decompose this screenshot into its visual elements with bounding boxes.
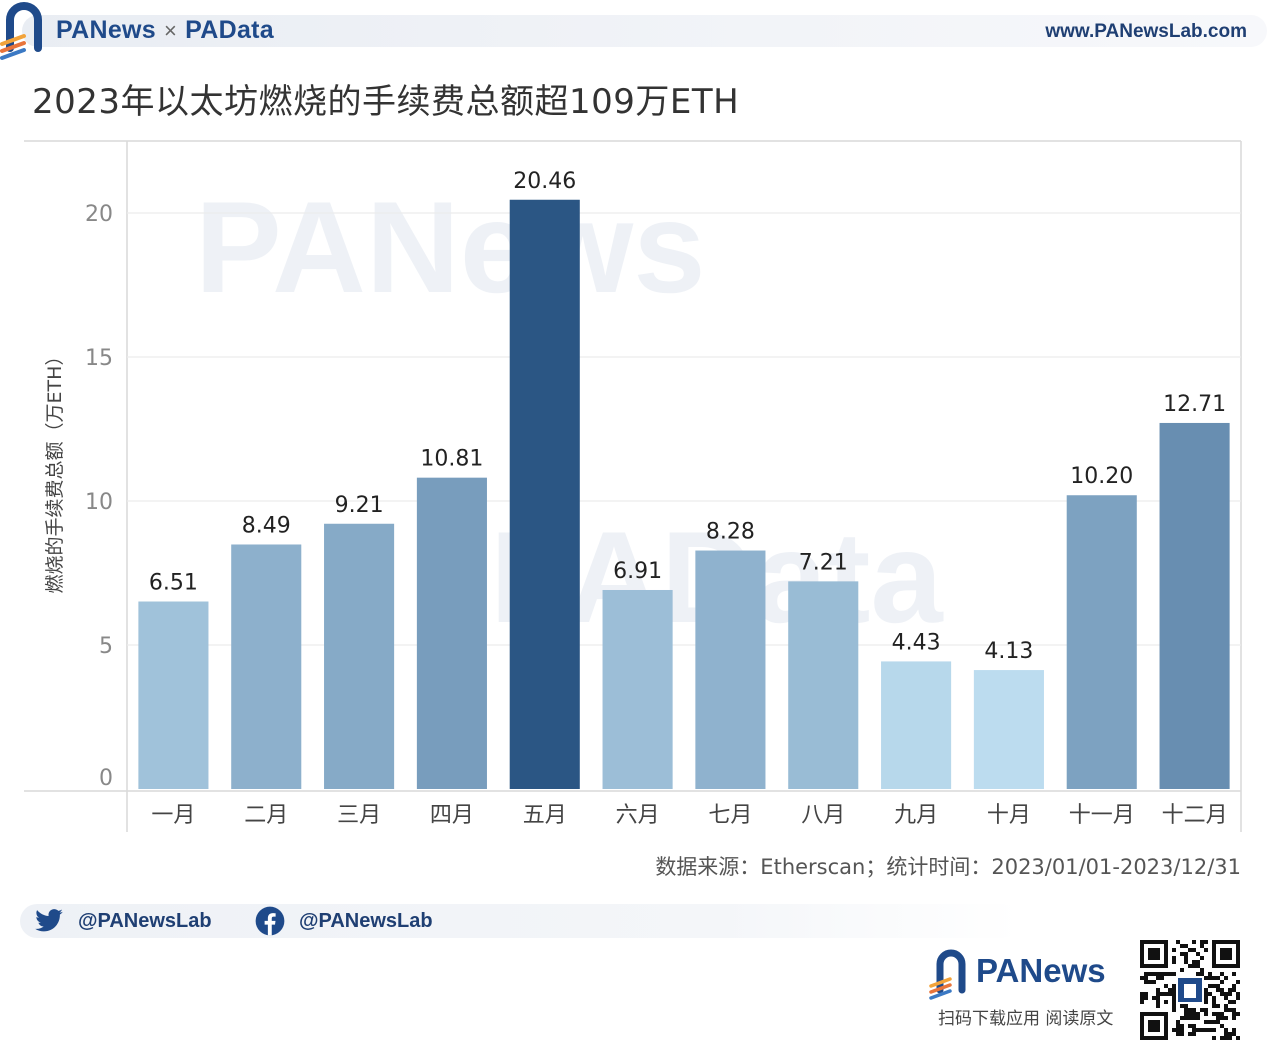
- value-label: 6.91: [613, 559, 662, 584]
- y-tick-label: 15: [85, 346, 113, 371]
- y-tick-label: 10: [85, 490, 113, 515]
- x-tick-label: 七月: [708, 803, 752, 828]
- footer-logo-icon: [929, 949, 966, 1000]
- footer-brand-name: PANews: [976, 952, 1106, 989]
- x-tick-label: 六月: [616, 803, 660, 828]
- facebook-handle: @PANewsLab: [299, 909, 433, 932]
- facebook-icon: [255, 906, 285, 936]
- y-tick-labels: 0 5 10 15 20: [85, 202, 113, 791]
- value-label: 4.13: [984, 639, 1033, 664]
- value-labels: 6.51 8.49 9.21 10.81 20.46 6.91 8.28 7.21 4.43 4.…: [149, 169, 1226, 664]
- header-bar: PANews × PAData www.PANewsLab.com: [0, 0, 1267, 62]
- x-tick-label: 二月: [244, 803, 288, 828]
- qr-code-icon[interactable]: [1140, 940, 1240, 1040]
- x-tick-label: 四月: [430, 803, 474, 828]
- x-tick-labels: 一月 二月 三月 四月 五月 六月 七月 八月 九月 十月 十一月 十二月: [151, 803, 1227, 828]
- bar: [231, 544, 302, 789]
- twitter-icon: [35, 909, 63, 932]
- value-label: 12.71: [1163, 392, 1226, 417]
- bar: [509, 199, 580, 789]
- bar: [1159, 422, 1230, 789]
- value-label: 4.43: [892, 630, 941, 655]
- x-tick-label: 三月: [337, 803, 381, 828]
- watermark-panews: PANews: [195, 174, 706, 320]
- bar: [695, 550, 766, 789]
- x-tick-label: 十二月: [1162, 803, 1228, 828]
- social-strip: [20, 904, 1020, 938]
- y-tick-label: 0: [99, 766, 113, 791]
- y-axis-label: 燃烧的手续费总额（万ETH）: [44, 346, 66, 594]
- gridlines: [127, 212, 1241, 646]
- bar: [881, 661, 952, 789]
- value-label: 20.46: [513, 169, 576, 194]
- bar: [324, 523, 395, 789]
- chart-title: 2023年以太坊燃烧的手续费总额超109万ETH: [32, 82, 740, 122]
- value-label: 7.21: [799, 550, 848, 575]
- facebook-link[interactable]: @PANewsLab: [255, 905, 433, 937]
- x-tick-label: 八月: [801, 803, 845, 828]
- footer-tagline: 扫码下载应用 阅读原文: [938, 1009, 1114, 1029]
- bar: [602, 589, 673, 789]
- panews-logo-icon: [0, 2, 42, 60]
- x-tick-label: 一月: [151, 803, 195, 828]
- value-label: 8.28: [706, 520, 755, 545]
- value-label: 10.81: [420, 447, 483, 472]
- site-url-link[interactable]: www.PANewsLab.com: [1045, 21, 1247, 42]
- bar: [416, 477, 487, 789]
- x-tick-label: 十月: [987, 803, 1031, 828]
- y-tick-label: 20: [85, 202, 113, 227]
- value-label: 10.20: [1070, 464, 1133, 489]
- twitter-link[interactable]: @PANewsLab: [34, 905, 212, 937]
- source-note: 数据来源：Etherscan；统计时间：2023/01/01-2023/12/3…: [655, 855, 1241, 879]
- chart-frame-lines: [24, 140, 1242, 832]
- y-tick-label: 5: [99, 634, 113, 659]
- x-tick-label: 五月: [523, 803, 567, 828]
- value-label: 6.51: [149, 571, 198, 596]
- bar: [788, 581, 859, 789]
- header-brand: PANews × PAData: [56, 16, 274, 45]
- twitter-handle: @PANewsLab: [78, 909, 212, 932]
- bar: [1066, 495, 1137, 789]
- value-label: 8.49: [242, 513, 291, 538]
- x-tick-label: 九月: [894, 803, 938, 828]
- brand-separator: ×: [163, 18, 178, 43]
- bar: [138, 601, 209, 789]
- bars: [138, 199, 1230, 789]
- bar: [973, 670, 1044, 789]
- header-strip: [22, 15, 1267, 47]
- x-tick-label: 十一月: [1069, 803, 1135, 828]
- value-label: 9.21: [335, 493, 384, 518]
- brand-padata: PAData: [185, 16, 275, 44]
- brand-panews: PANews: [56, 16, 156, 44]
